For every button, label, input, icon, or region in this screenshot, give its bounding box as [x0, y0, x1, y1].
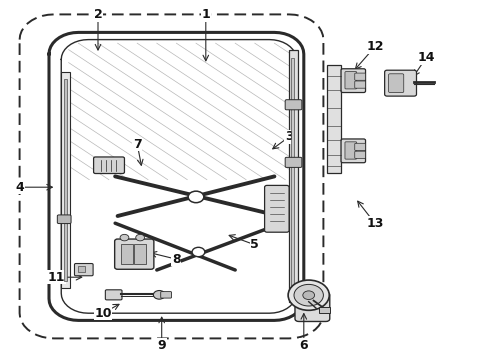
Text: 2: 2: [94, 8, 102, 21]
FancyBboxPatch shape: [265, 185, 289, 232]
Circle shape: [120, 234, 129, 241]
FancyBboxPatch shape: [94, 157, 124, 174]
FancyBboxPatch shape: [285, 100, 302, 110]
FancyBboxPatch shape: [355, 143, 366, 150]
Text: 12: 12: [366, 40, 384, 53]
Bar: [291, 58, 294, 295]
Circle shape: [294, 284, 323, 306]
Text: 3: 3: [285, 130, 294, 143]
FancyBboxPatch shape: [161, 292, 171, 298]
Text: 5: 5: [250, 238, 259, 251]
FancyBboxPatch shape: [345, 142, 357, 159]
Bar: [121, 244, 133, 264]
FancyBboxPatch shape: [341, 139, 366, 163]
Circle shape: [288, 280, 329, 310]
Circle shape: [192, 247, 205, 257]
Text: 6: 6: [299, 339, 308, 352]
FancyBboxPatch shape: [57, 215, 71, 224]
Bar: [78, 266, 85, 272]
Circle shape: [303, 291, 315, 300]
Text: 8: 8: [172, 253, 181, 266]
Text: 1: 1: [201, 8, 210, 21]
FancyBboxPatch shape: [345, 72, 357, 89]
Text: 7: 7: [133, 138, 142, 150]
FancyBboxPatch shape: [105, 290, 122, 300]
FancyBboxPatch shape: [295, 292, 330, 321]
Bar: [64, 79, 67, 281]
Text: 9: 9: [157, 339, 166, 352]
FancyBboxPatch shape: [385, 70, 416, 96]
Text: 11: 11: [48, 271, 65, 284]
FancyBboxPatch shape: [355, 73, 366, 80]
Circle shape: [188, 191, 204, 203]
FancyBboxPatch shape: [355, 81, 366, 88]
Bar: [327, 65, 341, 173]
Text: 13: 13: [366, 217, 384, 230]
FancyBboxPatch shape: [115, 239, 154, 269]
Bar: [61, 72, 70, 288]
Bar: [289, 50, 298, 302]
FancyBboxPatch shape: [355, 151, 366, 158]
Text: 14: 14: [417, 51, 435, 64]
FancyBboxPatch shape: [285, 157, 302, 167]
Text: 4: 4: [15, 181, 24, 194]
Circle shape: [153, 291, 165, 299]
Circle shape: [136, 234, 145, 241]
Text: 10: 10: [94, 307, 112, 320]
Bar: [319, 307, 330, 313]
FancyBboxPatch shape: [341, 69, 366, 93]
Bar: [134, 244, 146, 264]
FancyBboxPatch shape: [389, 74, 404, 93]
FancyBboxPatch shape: [74, 264, 93, 276]
